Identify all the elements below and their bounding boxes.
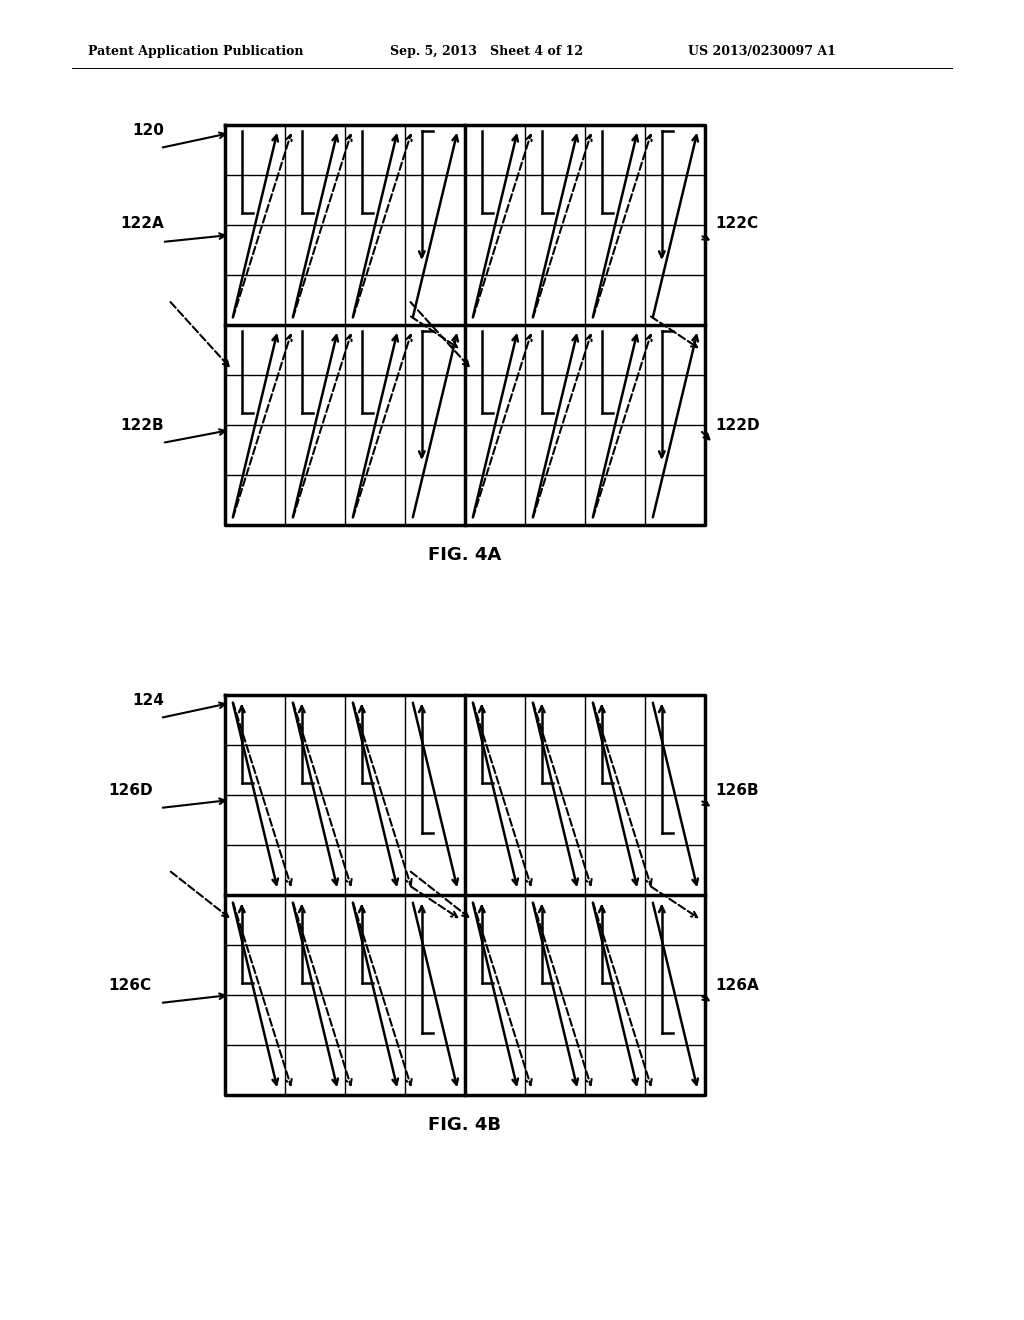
Text: 126B: 126B (715, 783, 759, 799)
Text: 126D: 126D (108, 783, 153, 799)
Text: 126C: 126C (108, 978, 152, 993)
Text: US 2013/0230097 A1: US 2013/0230097 A1 (688, 45, 836, 58)
Text: 120: 120 (132, 123, 164, 139)
Text: 122D: 122D (715, 418, 760, 433)
Text: 122C: 122C (715, 216, 758, 231)
Text: Patent Application Publication: Patent Application Publication (88, 45, 303, 58)
Text: 124: 124 (132, 693, 164, 708)
Text: FIG. 4A: FIG. 4A (428, 546, 502, 564)
Text: 122B: 122B (120, 418, 164, 433)
Text: 126A: 126A (715, 978, 759, 993)
Text: FIG. 4B: FIG. 4B (428, 1115, 502, 1134)
Text: 122A: 122A (120, 216, 164, 231)
Text: Sep. 5, 2013   Sheet 4 of 12: Sep. 5, 2013 Sheet 4 of 12 (390, 45, 583, 58)
